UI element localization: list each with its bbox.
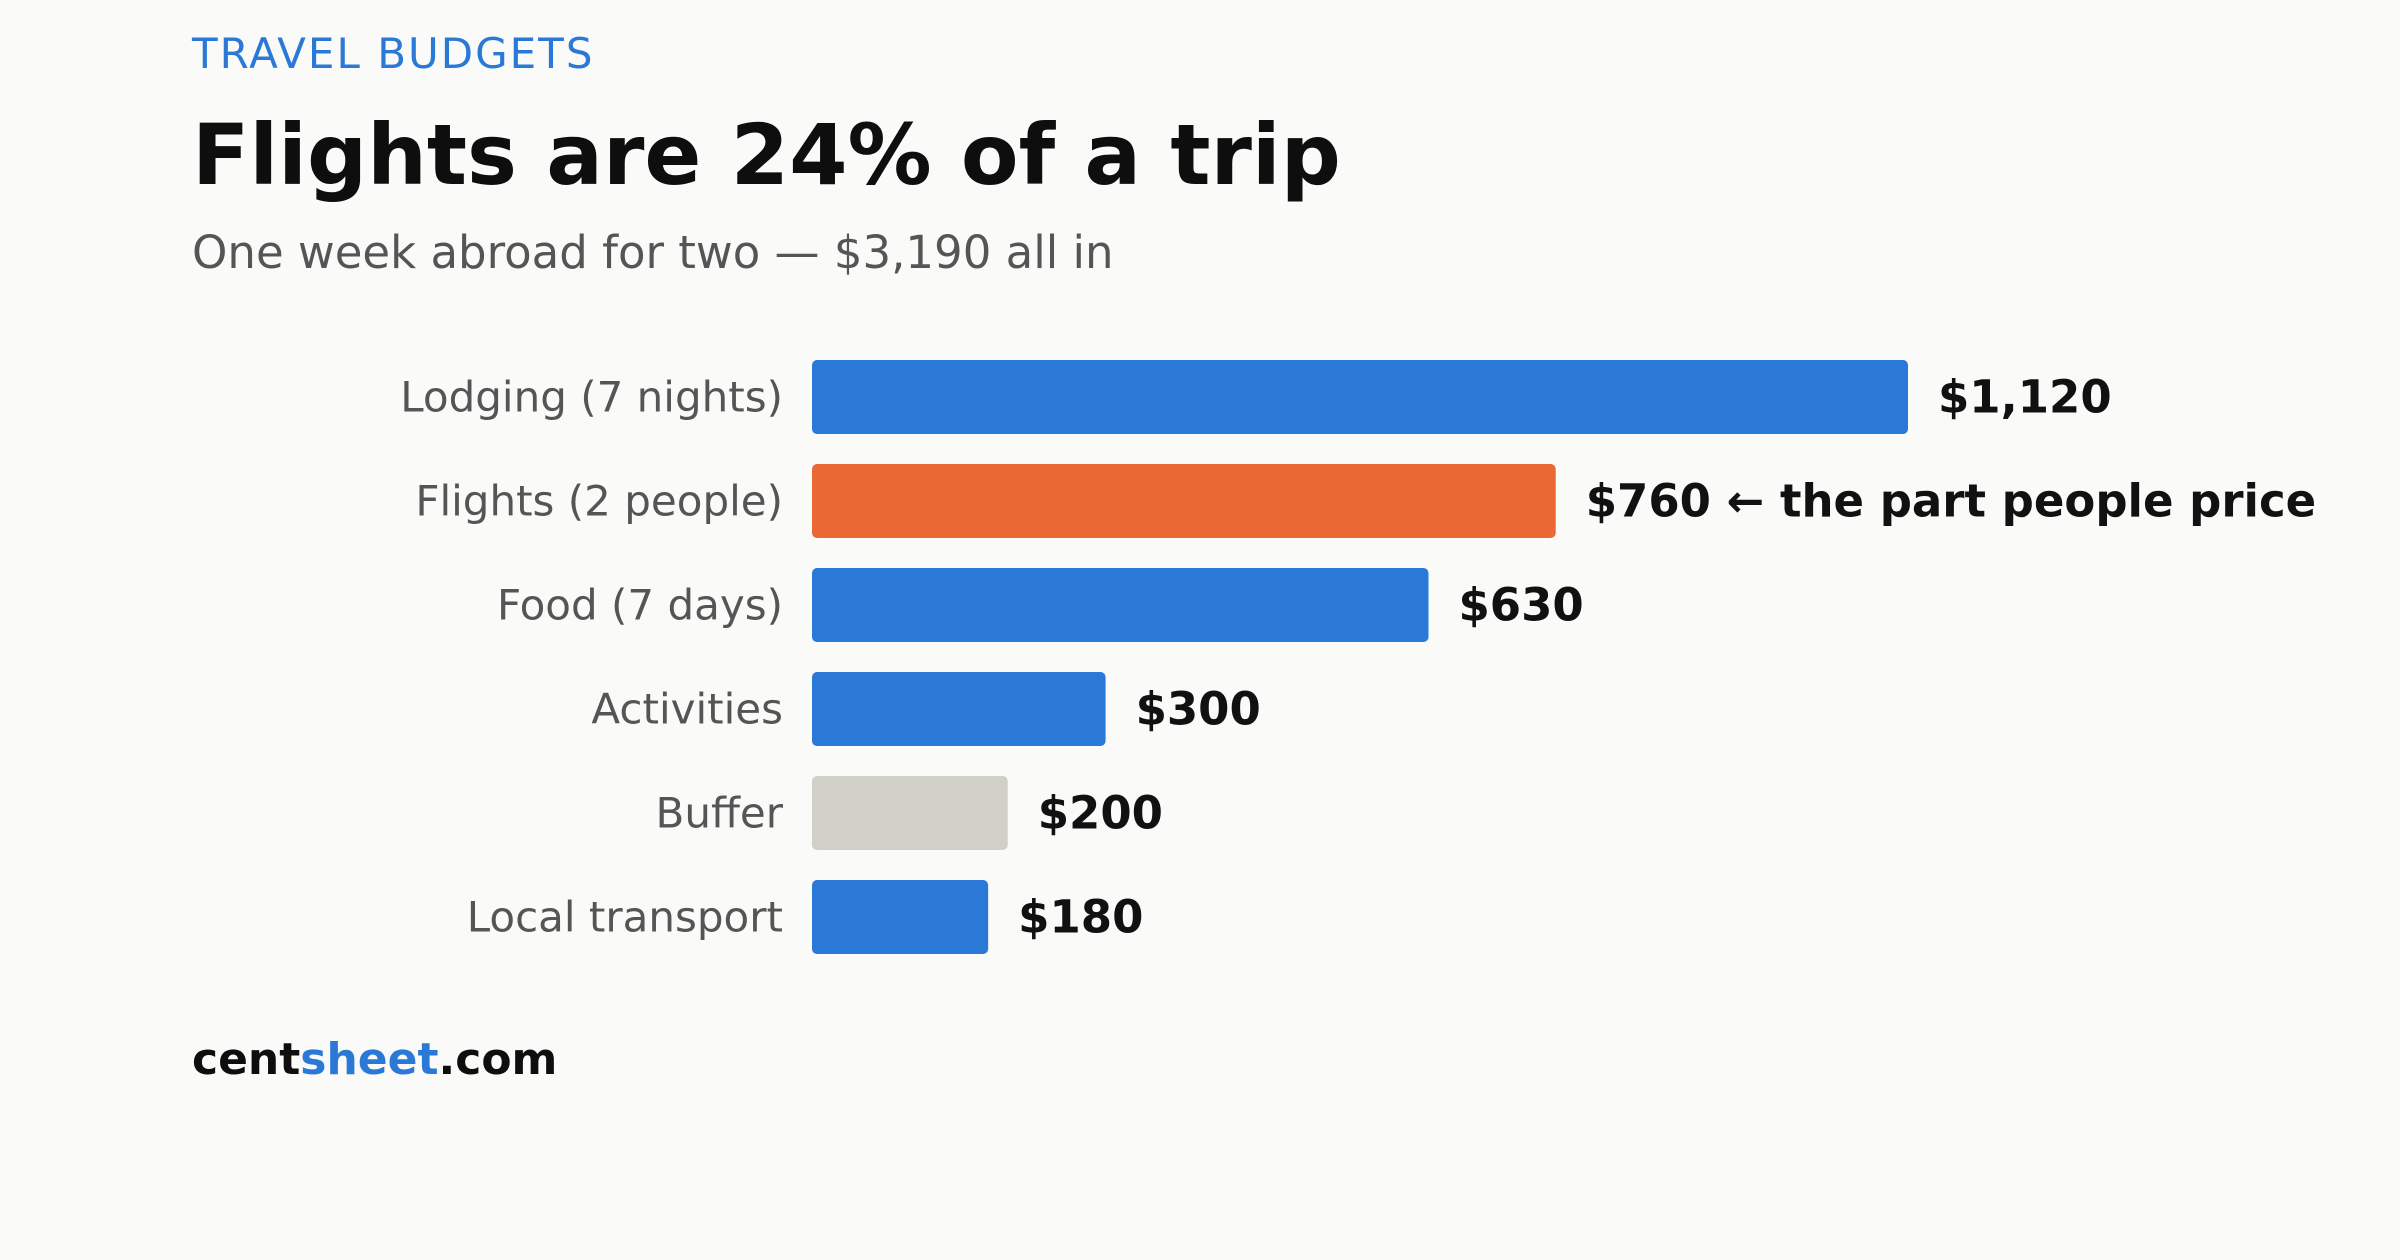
bar	[812, 464, 1556, 538]
value-label: $200	[1038, 787, 1163, 840]
brand-part-cent: cent	[192, 1034, 301, 1085]
brand-part-domain: .com	[438, 1034, 558, 1085]
value-label: $1,120	[1938, 371, 2112, 424]
category-label: Activities	[591, 685, 783, 734]
eyebrow-label: TRAVEL BUDGETS	[192, 29, 595, 78]
brand-logo[interactable]: centsheet.com	[192, 1030, 557, 1090]
value-label: $630	[1459, 579, 1584, 632]
chart-title: Flights are 24% of a trip	[192, 106, 1341, 204]
category-label: Local transport	[467, 893, 783, 942]
bar	[812, 880, 989, 954]
category-label: Food (7 days)	[497, 581, 783, 630]
chart-subtitle: One week abroad for two — $3,190 all in	[192, 226, 1114, 279]
brand-part-sheet: sheet	[300, 1034, 439, 1085]
value-label: $760 ← the part people price	[1586, 475, 2316, 528]
bar	[812, 360, 1908, 434]
bar	[812, 568, 1429, 642]
category-label: Buffer	[656, 789, 784, 838]
value-label: $300	[1136, 683, 1261, 736]
category-label: Flights (2 people)	[415, 477, 783, 526]
category-label: Lodging (7 nights)	[400, 373, 783, 422]
bar-chart: Lodging (7 nights) $1,120 Flights (2 peopl…	[400, 360, 2316, 954]
bar	[812, 776, 1008, 850]
bar	[812, 672, 1106, 746]
value-label: $180	[1018, 891, 1143, 944]
